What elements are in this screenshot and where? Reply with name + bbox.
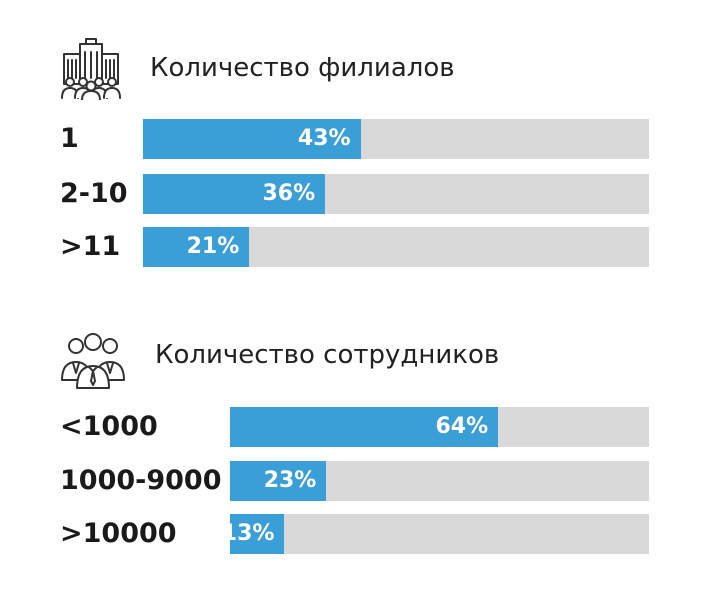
branches-category-2: 2-10 [60,178,128,209]
employees-group-icon [61,333,125,389]
employees-category-1: <1000 [60,411,158,442]
employees-value-label-1: 64% [435,414,489,439]
branches-bar-2 [143,174,326,214]
branches-bar-track-2: 36% [143,174,649,214]
branches-category-3: >11 [60,231,121,262]
branches-bar-1 [143,119,361,159]
employees-bar-3 [230,514,285,554]
employees-category-3: >10000 [60,518,177,549]
branches-section-title: Количество филиалов [150,53,455,83]
employees-bar-track-1: 64% [230,407,649,447]
employees-value-label-2: 23% [263,468,317,493]
employees-bar-1 [230,407,499,447]
employees-value-label-3: 13% [221,521,275,546]
office-building-people-icon [61,38,121,100]
employees-category-2: 1000-9000 [60,465,222,496]
employees-bar-2 [230,461,327,501]
branches-value-label-1: 43% [297,126,351,151]
branches-value-label-2: 36% [262,181,316,206]
branches-value-label-3: 21% [186,234,240,259]
branches-bar-track-3: 21% [143,227,649,267]
branches-bar-track-1: 43% [143,119,649,159]
employees-section-title: Количество сотрудников [155,340,500,370]
branches-category-1: 1 [60,123,79,154]
branches-bar-3 [143,227,250,267]
employees-bar-track-2: 23% [230,461,649,501]
employees-bar-track-3: 13% [222,514,649,554]
